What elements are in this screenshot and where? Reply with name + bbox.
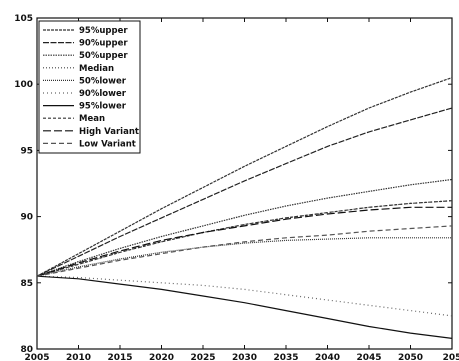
legend-label: 50%upper — [79, 51, 128, 61]
series-line — [36, 200, 453, 277]
x-tick-label: 2005 — [24, 353, 49, 361]
legend-label: 95%lower — [79, 102, 127, 112]
legend-label: High Variant — [79, 127, 139, 137]
series-line — [36, 206, 452, 277]
x-tick-label: 2015 — [107, 353, 132, 361]
x-tick-label: 2035 — [273, 353, 298, 361]
x-tick-label: 2050 — [398, 353, 423, 361]
y-tick-label: 105 — [14, 14, 33, 24]
series-line — [36, 77, 453, 277]
legend-label: 95%upper — [79, 26, 128, 36]
series-line — [36, 275, 453, 339]
series-line — [36, 225, 453, 277]
series-line — [36, 178, 453, 277]
x-tick-label: 2025 — [190, 353, 215, 361]
x-tick-label: 205 — [443, 353, 459, 361]
y-tick-label: 80 — [20, 345, 33, 355]
y-tick-label: 85 — [20, 279, 33, 289]
x-tick-label: 2030 — [232, 353, 257, 361]
x-tick-label: 2020 — [149, 353, 174, 361]
legend-label: Mean — [79, 114, 105, 124]
x-tick-label: 2045 — [356, 353, 381, 361]
x-tick-label: 2010 — [66, 353, 91, 361]
y-tick-label: 95 — [20, 146, 33, 156]
series-line — [36, 107, 453, 277]
legend: 95%upper 90%upper 50%upper Median 50%lower 90… — [38, 20, 141, 154]
plot-area: 2005 2010 2015 2020 2025 2030 2035 2040 2045 2050… — [14, 14, 459, 361]
series-layer — [36, 77, 453, 339]
legend-label: Low Variant — [79, 139, 136, 149]
y-tick-label: 100 — [14, 80, 33, 90]
y-tick-label: 90 — [20, 213, 33, 223]
series-line — [36, 200, 453, 277]
x-tick-label: 2040 — [315, 353, 340, 361]
legend-label: 50%lower — [79, 76, 127, 86]
series-line — [36, 237, 452, 277]
legend-label: 90%upper — [79, 39, 128, 49]
legend-label: 90%lower — [79, 89, 127, 99]
series-line — [36, 275, 453, 317]
legend-label: Median — [79, 64, 114, 74]
